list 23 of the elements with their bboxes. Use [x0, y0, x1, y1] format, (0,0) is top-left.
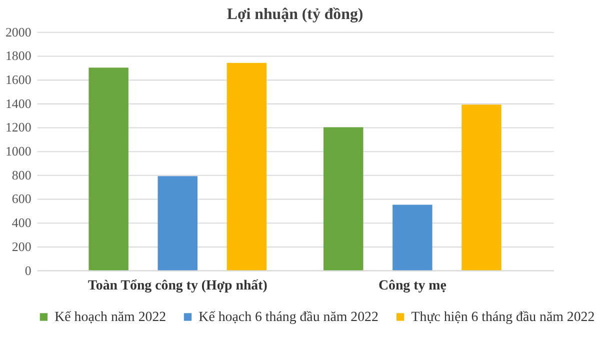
y-tick-label: 200	[12, 238, 32, 254]
bar	[158, 176, 198, 270]
y-tick-label: 600	[12, 191, 32, 206]
y-tick-label: 1400	[5, 96, 32, 111]
legend-label: Kế hoạch năm 2022	[54, 310, 166, 325]
bar	[392, 204, 432, 270]
y-tick-label: 400	[12, 215, 32, 230]
y-tick-label: 1600	[5, 72, 32, 88]
x-tick-label: Công ty mẹ	[378, 278, 446, 294]
chart-title: Lợi nhuận (tỷ đồng)	[226, 6, 364, 23]
x-tick-label: Toàn Tổng công ty (Hợp nhất)	[88, 278, 268, 294]
legend-label: Kế hoạch 6 tháng đầu năm 2022	[198, 310, 378, 325]
y-tick-label: 0	[24, 262, 32, 278]
y-tick-label: 800	[12, 167, 32, 182]
y-tick-label: 1800	[5, 48, 32, 64]
y-tick-label: 1200	[5, 120, 32, 135]
bar	[88, 68, 128, 270]
y-tick-label: 2000	[5, 24, 32, 40]
legend-label: Thực hiện 6 tháng đầu năm 2022	[411, 310, 595, 325]
bar	[226, 62, 267, 270]
bar	[462, 104, 502, 270]
y-tick-label: 1000	[5, 144, 32, 159]
bar	[324, 127, 364, 270]
